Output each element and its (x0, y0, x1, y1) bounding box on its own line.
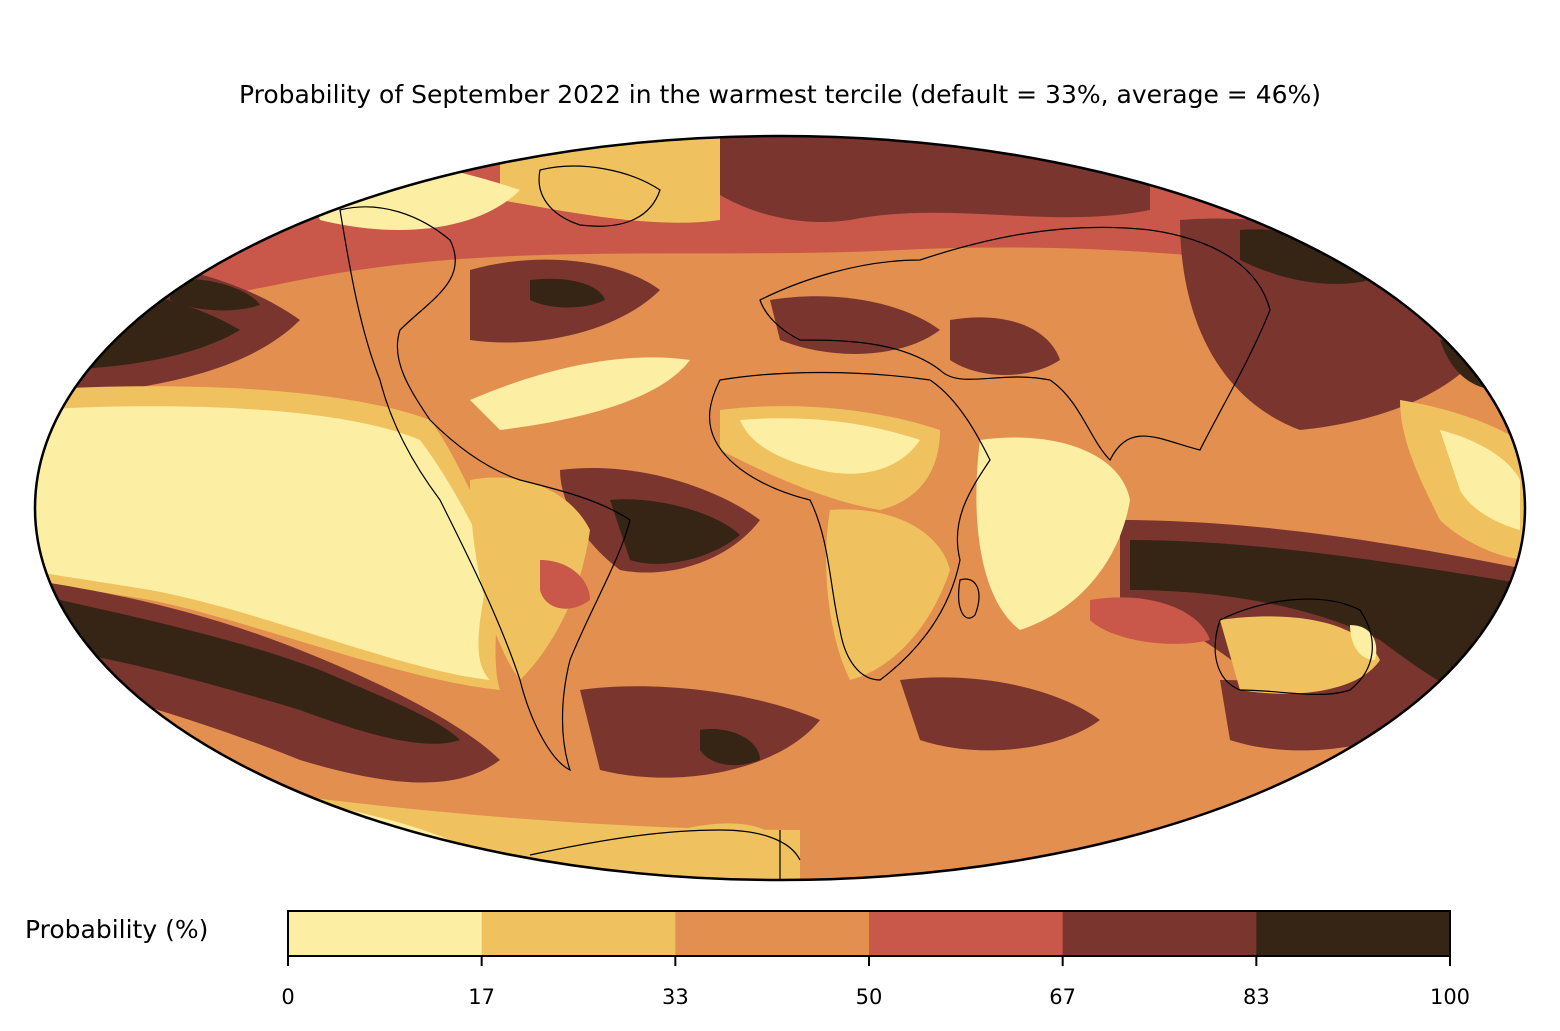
colorbar-tick-label: 50 (855, 985, 883, 1009)
colorbar-tick-label: 0 (281, 985, 295, 1009)
globe-outline (33, 134, 1527, 882)
coastlines (339, 165, 1373, 880)
map-title: Probability of September 2022 in the war… (238, 80, 1322, 109)
colorbar-label: Probability (%) (25, 915, 209, 944)
colorbar-tick-label: 67 (1049, 985, 1077, 1009)
colorbar-tick-label: 83 (1242, 985, 1270, 1009)
colorbar-tick-label: 100 (1429, 985, 1471, 1009)
colorbar-tick-label: 33 (661, 985, 689, 1009)
colorbar-tick-label: 17 (468, 985, 496, 1009)
